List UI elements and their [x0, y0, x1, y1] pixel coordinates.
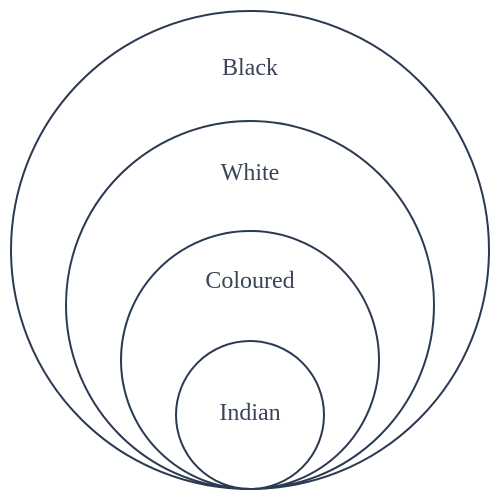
nested-circles-diagram: Black White Coloured Indian — [0, 0, 500, 500]
label-black: Black — [222, 55, 278, 82]
label-white: White — [221, 160, 280, 187]
label-coloured: Coloured — [205, 268, 294, 295]
label-indian: Indian — [219, 400, 280, 427]
